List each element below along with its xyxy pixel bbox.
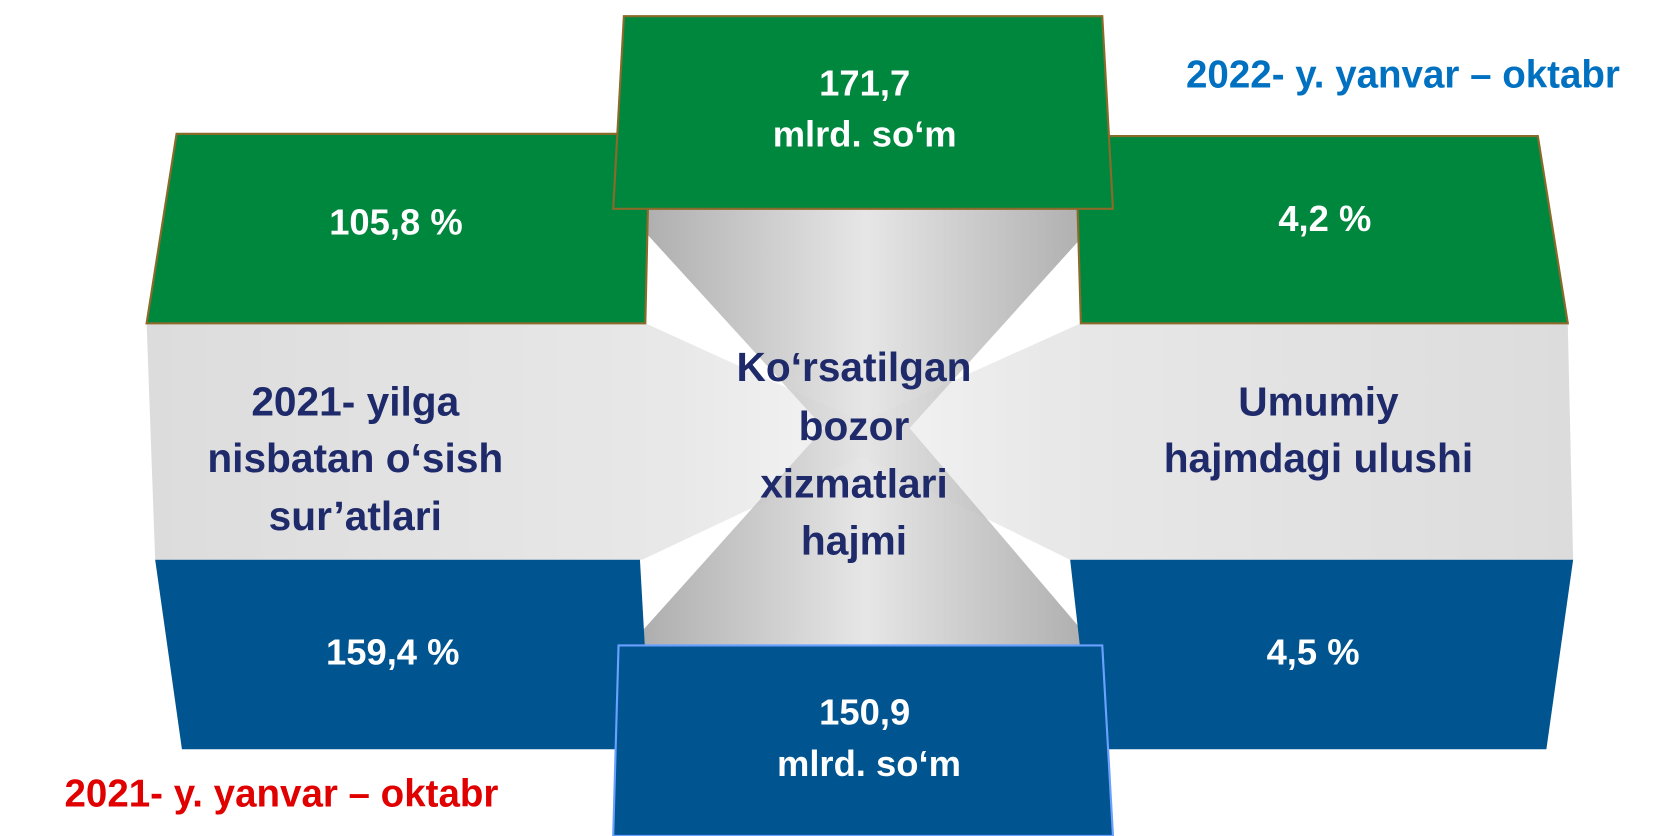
growth-box xyxy=(145,132,651,325)
growth-value: 105,8 % xyxy=(329,201,462,242)
previous-boxes xyxy=(155,559,1574,836)
volume-unit: mlrd. so‘m xyxy=(773,114,957,155)
volume-value: 171,7 xyxy=(819,62,910,103)
right-band xyxy=(824,323,1574,560)
share-box xyxy=(1074,134,1570,325)
right-label: hajmdagi ulushi xyxy=(1164,435,1473,481)
connectors xyxy=(146,208,1574,646)
growth-value: 159,4 % xyxy=(326,632,459,673)
volume-box xyxy=(612,15,1115,210)
left-label: 2021- yilga xyxy=(251,378,459,424)
share-box xyxy=(1070,559,1574,750)
current-boxes xyxy=(145,15,1570,325)
center-label: xizmatlari xyxy=(760,461,948,507)
center-hourglass xyxy=(623,208,1108,646)
center-label: hajmi xyxy=(801,517,907,563)
growth-box xyxy=(155,559,651,750)
center-label: bozor xyxy=(799,403,910,449)
left-label: nisbatan o‘sish xyxy=(207,435,503,481)
previous-period: 2021- y. yanvar – oktabr xyxy=(64,772,498,815)
share-value: 4,2 % xyxy=(1278,198,1371,239)
right-label: Umumiy xyxy=(1238,378,1399,424)
share-value: 4,5 % xyxy=(1267,632,1360,673)
left-band xyxy=(146,323,899,560)
current-period: 2022- y. yanvar – oktabr xyxy=(1186,53,1620,96)
left-label: sur’atlari xyxy=(269,493,442,539)
volume-value: 150,9 xyxy=(819,692,910,733)
center-label: Ko‘rsatilgan xyxy=(737,344,972,390)
volume-unit: mlrd. so‘m xyxy=(777,743,961,784)
volume-box xyxy=(612,644,1115,836)
